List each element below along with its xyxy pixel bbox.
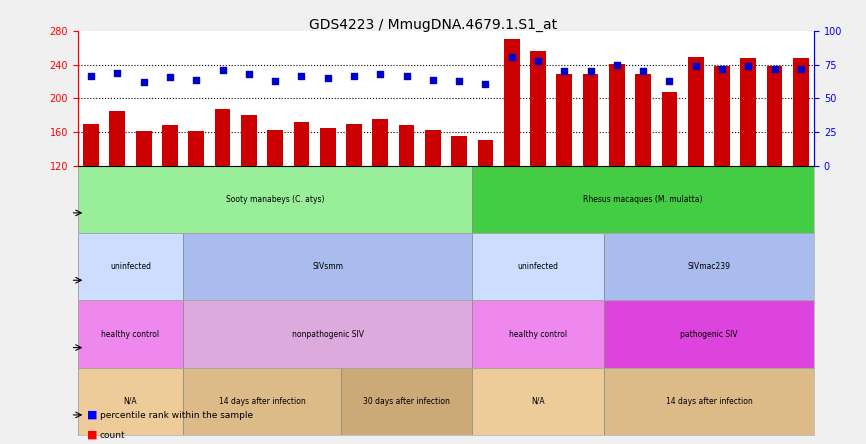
Text: N/A: N/A [124, 397, 138, 406]
Point [610, 61, 624, 68]
Point [163, 73, 177, 80]
Bar [472, 233, 604, 301]
Text: ■: ■ [87, 409, 97, 420]
Bar [78, 166, 472, 233]
Point [137, 79, 151, 86]
Point [479, 80, 493, 87]
Bar [183, 301, 472, 368]
Text: pathogenic SIV: pathogenic SIV [680, 329, 738, 339]
Text: GDS4223 / MmugDNA.4679.1.S1_at: GDS4223 / MmugDNA.4679.1.S1_at [309, 18, 557, 32]
Point [794, 65, 808, 72]
Text: Rhesus macaques (M. mulatta): Rhesus macaques (M. mulatta) [584, 195, 703, 204]
Point [111, 69, 125, 76]
Text: uninfected: uninfected [110, 262, 151, 271]
Point [373, 71, 387, 78]
Bar [793, 58, 809, 166]
Bar [740, 58, 756, 166]
Bar [604, 233, 814, 301]
Text: uninfected: uninfected [518, 262, 559, 271]
Point [637, 68, 650, 75]
Point [242, 71, 255, 78]
Point [347, 72, 361, 79]
Bar [78, 301, 183, 368]
Text: nonpathogenic SIV: nonpathogenic SIV [292, 329, 364, 339]
Text: 14 days after infection: 14 days after infection [665, 397, 753, 406]
Bar [425, 131, 441, 166]
Point [294, 72, 308, 79]
Text: count: count [100, 431, 126, 440]
Point [688, 63, 702, 70]
Bar [556, 74, 572, 166]
Bar [714, 67, 730, 166]
Bar [183, 233, 472, 301]
Bar [78, 233, 183, 301]
Text: healthy control: healthy control [509, 329, 567, 339]
Point [767, 65, 781, 72]
Text: healthy control: healthy control [101, 329, 159, 339]
Bar [188, 131, 204, 166]
Bar [530, 51, 546, 166]
Text: ■: ■ [87, 429, 97, 440]
Bar [477, 140, 494, 166]
Point [531, 57, 545, 64]
Bar [398, 125, 415, 166]
Point [190, 76, 204, 83]
Bar [472, 368, 604, 435]
Point [216, 67, 229, 74]
Bar [504, 39, 520, 166]
Bar [83, 124, 99, 166]
Bar [294, 122, 309, 166]
Bar [472, 301, 604, 368]
Text: 14 days after infection: 14 days after infection [218, 397, 306, 406]
Bar [372, 119, 388, 166]
Text: SIVsmm: SIVsmm [312, 262, 343, 271]
Bar [136, 131, 152, 166]
Point [320, 75, 334, 82]
Point [558, 68, 572, 75]
Point [662, 77, 676, 84]
Bar [241, 115, 256, 166]
Bar [766, 66, 783, 166]
Bar [320, 128, 335, 166]
Bar [472, 166, 814, 233]
Point [715, 65, 729, 72]
Bar [609, 64, 624, 166]
Bar [604, 301, 814, 368]
Bar [346, 124, 362, 166]
Bar [451, 136, 467, 166]
Bar [78, 368, 183, 435]
Bar [636, 74, 651, 166]
Bar [215, 109, 230, 166]
Point [399, 72, 413, 79]
Point [584, 68, 598, 75]
Point [426, 76, 440, 83]
Bar [183, 368, 341, 435]
Point [505, 53, 519, 60]
Text: SIVmac239: SIVmac239 [688, 262, 730, 271]
Text: N/A: N/A [531, 397, 545, 406]
Bar [583, 74, 598, 166]
Bar [162, 125, 178, 166]
Bar [109, 111, 126, 166]
Point [84, 72, 98, 79]
Point [741, 63, 755, 70]
Point [268, 77, 282, 84]
Bar [604, 368, 814, 435]
Bar [688, 57, 703, 166]
Text: percentile rank within the sample: percentile rank within the sample [100, 411, 253, 420]
Text: Sooty manabeys (C. atys): Sooty manabeys (C. atys) [226, 195, 325, 204]
Text: 30 days after infection: 30 days after infection [363, 397, 450, 406]
Point [452, 77, 466, 84]
Bar [268, 131, 283, 166]
Bar [662, 91, 677, 166]
Bar [341, 368, 472, 435]
